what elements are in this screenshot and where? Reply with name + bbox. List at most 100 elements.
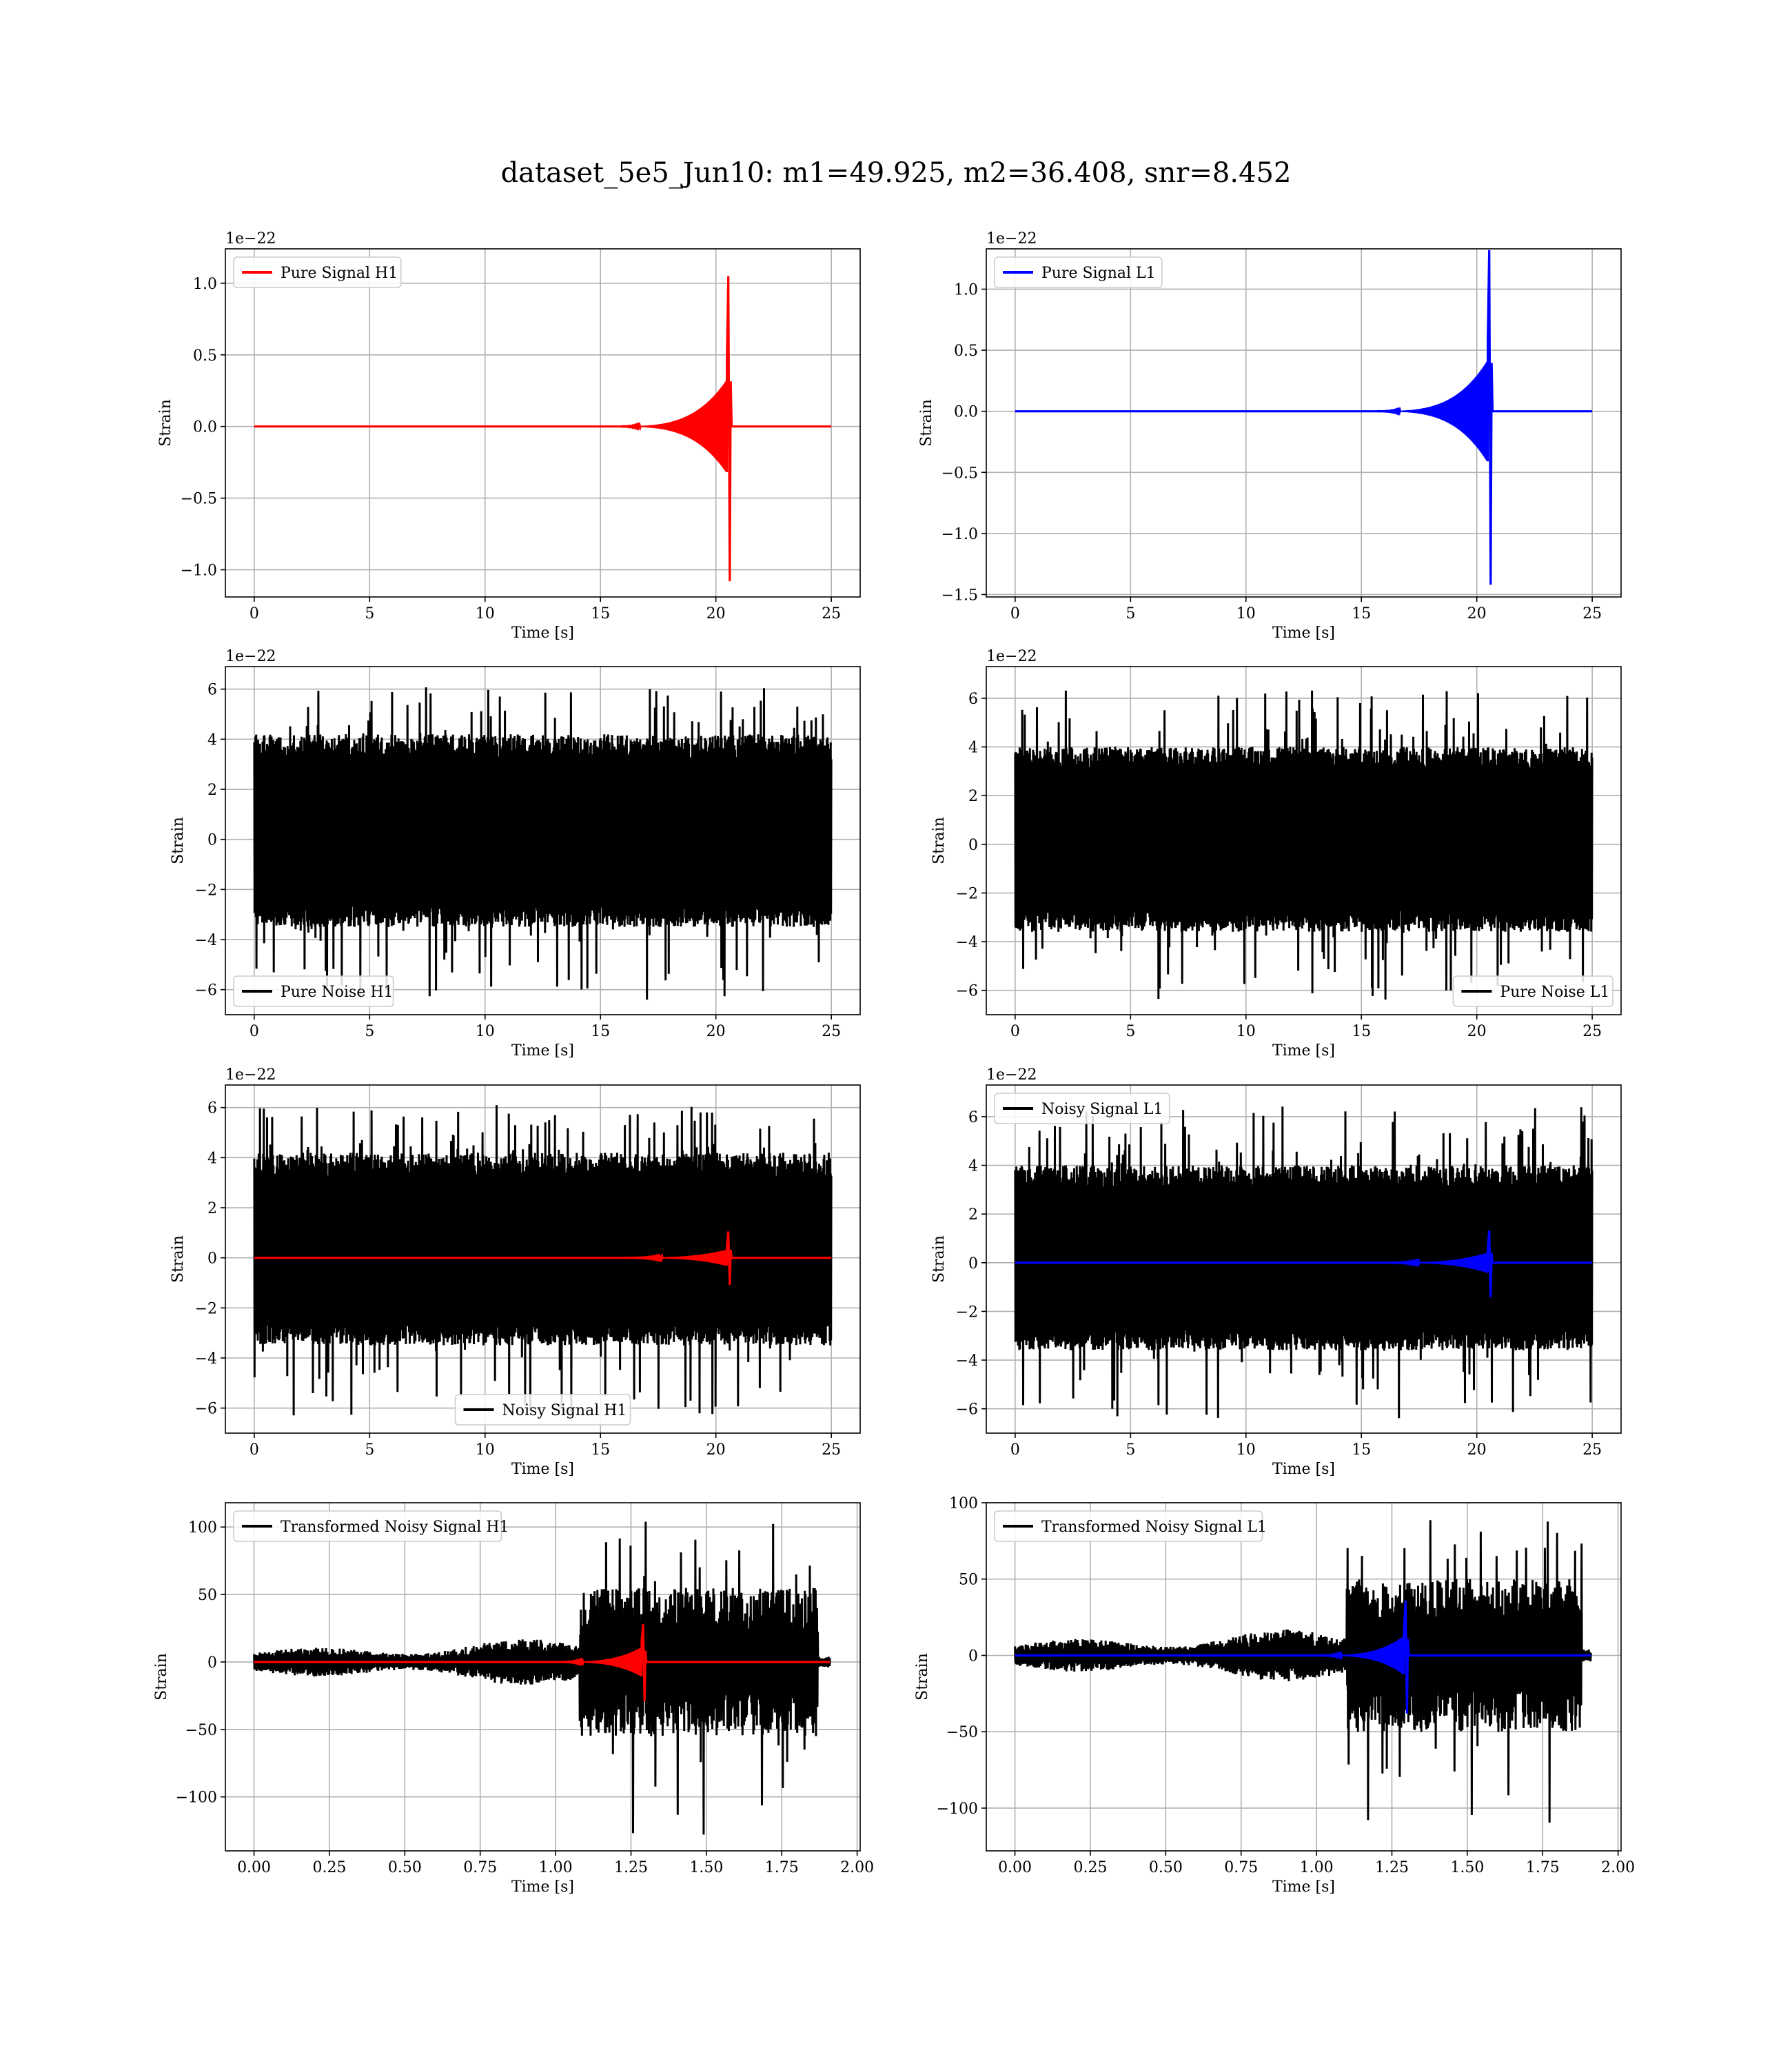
noise-band — [254, 1182, 832, 1321]
y-tick-label: 0 — [207, 1654, 217, 1672]
subplot-right-2: 0 5 10 15 20 25 −6 −4 −2 0 2 4 6 Time [s] Strain 1e−22 P… — [930, 648, 1622, 1060]
series-chirp — [254, 276, 832, 582]
x-axis-label: Time [s] — [1272, 1461, 1335, 1478]
y-tick-label: −6 — [195, 1401, 217, 1418]
y-tick-label: 4 — [968, 1158, 978, 1175]
y-tick-label: 1.0 — [193, 276, 217, 293]
series-pure-noise-l1 — [1014, 690, 1594, 1000]
x-tick-label: 0.25 — [1073, 1859, 1107, 1876]
x-tick-label: 1.00 — [539, 1859, 573, 1876]
x-tick-label: 0 — [1010, 1441, 1020, 1459]
offset-label: 1e−22 — [986, 648, 1037, 665]
axes-frame — [986, 248, 1622, 598]
subplot-left-4: 0.00 0.25 0.50 0.75 1.00 1.25 1.50 1.75 2.00 −100… — [153, 1502, 874, 1896]
y-axis-label: Strain — [930, 1235, 948, 1283]
legend-box — [994, 1093, 1170, 1124]
y-tick-label: 2 — [207, 782, 217, 799]
subplot-left-3: 0 5 10 15 20 25 −6 −4 −2 0 2 4 6 Time [s] Strain 1e−22 N… — [170, 1066, 861, 1478]
x-tick-label: 1.75 — [765, 1859, 799, 1876]
legend: Transformed Noisy Signal L1 — [994, 1510, 1267, 1542]
y-axis-label: Strain — [930, 817, 948, 864]
x-tick-label: 2.00 — [840, 1859, 874, 1876]
y-tick-label: 6 — [968, 1109, 978, 1126]
y-tick-label: −2 — [956, 885, 978, 902]
y-axis-label: Strain — [918, 399, 935, 447]
x-tick-label: 15 — [591, 1441, 610, 1459]
axes-frame — [225, 248, 861, 598]
y-tick-label: −50 — [946, 1724, 978, 1741]
y-tick-label: −100 — [176, 1790, 217, 1807]
plot-area — [1014, 1520, 1592, 1823]
y-tick-label: 50 — [959, 1572, 978, 1589]
x-tick-label: 15 — [591, 1023, 610, 1040]
x-tick-label: 1.25 — [614, 1859, 648, 1876]
y-tick-label: −2 — [195, 1300, 217, 1317]
axes-frame — [986, 1084, 1622, 1434]
legend: Noisy Signal H1 — [454, 1394, 631, 1426]
series-pure-noise-h1 — [253, 687, 833, 1000]
x-tick-label: 1.00 — [1300, 1859, 1334, 1876]
x-tick-label: 0 — [1010, 1023, 1020, 1040]
y-tick-label: 6 — [207, 682, 217, 699]
x-axis-label: Time [s] — [511, 1042, 574, 1060]
x-tick-label: 10 — [476, 1023, 495, 1040]
series-noisy-signal-h1 — [253, 1105, 833, 1416]
y-axis-label: Strain — [170, 1235, 187, 1283]
x-tick-label: 25 — [1582, 605, 1602, 622]
y-tick-label: 0 — [207, 1250, 217, 1268]
x-tick-label: 15 — [1352, 605, 1371, 622]
legend: Pure Signal H1 — [233, 256, 402, 288]
y-tick-label: 0.0 — [954, 404, 978, 421]
y-tick-label: 0.0 — [193, 419, 217, 436]
legend-label: Pure Noise H1 — [281, 984, 394, 1001]
x-axis-label: Time [s] — [1272, 625, 1335, 642]
y-tick-label: 0 — [207, 832, 217, 849]
series-chirp — [254, 1624, 831, 1701]
x-tick-label: 0.50 — [1149, 1859, 1183, 1876]
x-tick-label: 0 — [250, 605, 259, 622]
axes-frame — [225, 1502, 861, 1852]
y-axis-label: Strain — [914, 1653, 931, 1701]
x-tick-label: 5 — [365, 605, 374, 622]
legend-label: Pure Noise L1 — [1500, 984, 1609, 1001]
x-tick-label: 0 — [1010, 605, 1020, 622]
y-tick-label: −1.0 — [941, 526, 978, 543]
x-tick-label: 0 — [250, 1441, 259, 1459]
y-axis-label: Strain — [157, 399, 174, 447]
x-tick-label: 1.75 — [1526, 1859, 1560, 1876]
x-tick-label: 10 — [1236, 1441, 1256, 1459]
y-axis-label: Strain — [153, 1653, 170, 1701]
noise-band — [1015, 774, 1593, 908]
x-tick-label: 25 — [822, 605, 841, 622]
axes-frame — [986, 666, 1622, 1015]
plot-area — [253, 1521, 831, 1835]
x-tick-label: 15 — [591, 605, 610, 622]
y-tick-label: −1.5 — [941, 587, 978, 604]
y-tick-label: −50 — [185, 1722, 217, 1739]
y-tick-label: 1.0 — [954, 281, 978, 298]
x-axis-label: Time [s] — [511, 1461, 574, 1478]
x-tick-label: 1.50 — [1450, 1859, 1484, 1876]
legend-label: Noisy Signal H1 — [502, 1402, 627, 1419]
legend-label: Transformed Noisy Signal L1 — [1041, 1519, 1267, 1536]
x-tick-label: 5 — [365, 1441, 374, 1459]
y-tick-label: 0.5 — [193, 347, 217, 365]
series-chirp — [254, 1231, 832, 1285]
legend-label: Transformed Noisy Signal H1 — [281, 1519, 509, 1536]
offset-label: 1e−22 — [225, 1066, 276, 1084]
legend-box — [233, 975, 394, 1007]
series-chirp — [1015, 250, 1593, 585]
offset-label: 1e−22 — [986, 1066, 1037, 1084]
y-tick-label: −0.5 — [941, 465, 978, 482]
legend: Pure Signal L1 — [994, 256, 1163, 288]
legend-label: Noisy Signal L1 — [1041, 1101, 1163, 1118]
subplot-right-1: 0 5 10 15 20 25 −1.5 −1.0 −0.5 0.0 0.5 1.0 Time [s] S… — [918, 230, 1622, 642]
plot-area — [253, 687, 833, 1000]
legend: Pure Noise H1 — [233, 975, 394, 1007]
x-axis-label: Time [s] — [1272, 1042, 1335, 1060]
subplot-left-2: 0 5 10 15 20 25 −6 −4 −2 0 2 4 6 Time [s] Strain 1e−22 P… — [170, 648, 861, 1060]
series-noisy-signal-l1 — [1014, 1106, 1594, 1419]
axes-frame — [225, 666, 861, 1015]
y-tick-label: −6 — [195, 982, 217, 1000]
x-tick-label: 10 — [476, 1441, 495, 1459]
